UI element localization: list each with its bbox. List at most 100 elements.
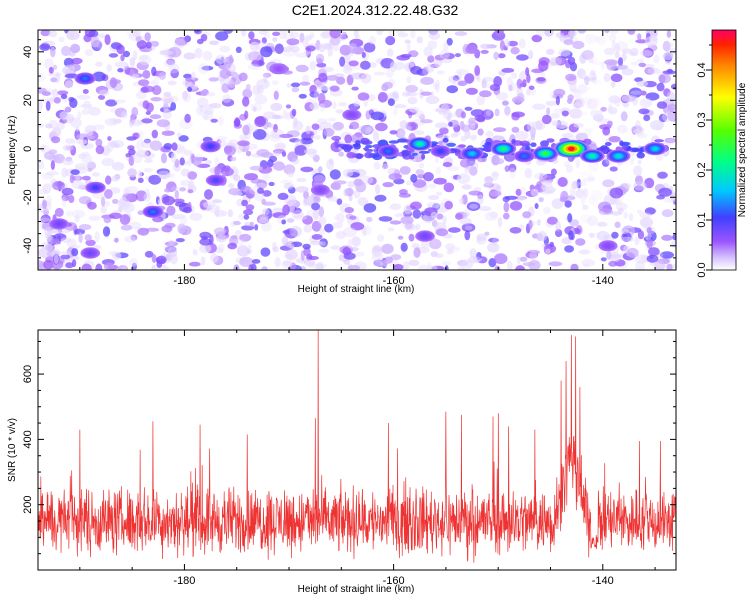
spectrogram-noise-cell bbox=[320, 85, 330, 91]
spectrogram-noise-cell bbox=[614, 97, 621, 107]
spectrogram-noise-cell bbox=[60, 93, 68, 100]
spectrogram-noise-cell bbox=[611, 39, 616, 51]
spectrogram-noise-cell bbox=[78, 232, 83, 244]
spectrogram-noise-cell bbox=[333, 180, 347, 185]
spectrogram-noise-cell bbox=[338, 33, 347, 41]
spectrogram-noise-cell bbox=[535, 119, 546, 131]
spectrogram-peak bbox=[500, 146, 507, 151]
spectrogram-noise-cell bbox=[254, 116, 266, 128]
spectrogram-noise-cell bbox=[208, 77, 219, 82]
spectrogram-noise-cell bbox=[622, 48, 633, 54]
spectrogram-noise-cell bbox=[283, 260, 293, 266]
spectrogram-noise-cell bbox=[95, 263, 103, 270]
spectrogram-noise-cell bbox=[432, 221, 440, 227]
spectrogram-noise-cell bbox=[393, 264, 404, 270]
spectrogram-noise-cell bbox=[480, 49, 489, 54]
spectrogram-noise-cell bbox=[151, 129, 158, 139]
spectrogram-noise-cell bbox=[586, 98, 598, 110]
spectrogram-noise-cell bbox=[149, 140, 163, 151]
spectrogram-noise-cell bbox=[330, 245, 341, 250]
spectrogram-noise-cell bbox=[568, 30, 577, 38]
spectrogram-noise-cell bbox=[559, 196, 568, 203]
spectrogram-noise-cell bbox=[318, 45, 326, 53]
spectrogram-noise-cell bbox=[123, 50, 130, 58]
spectrogram-noise-cell bbox=[39, 43, 51, 51]
spectrogram-x-tick-label: -160 bbox=[383, 275, 405, 287]
snr-frame bbox=[37, 329, 677, 571]
spectrogram-noise-cell bbox=[392, 61, 405, 71]
spectrogram-blob bbox=[56, 222, 62, 226]
spectrogram-noise-cell bbox=[409, 59, 415, 68]
colorbar-tick-label: 0.0 bbox=[696, 262, 708, 277]
spectrogram-noise-cell bbox=[546, 107, 551, 116]
spectrogram-noise-cell bbox=[270, 102, 283, 112]
spectrogram-noise-cell bbox=[256, 84, 264, 95]
spectrogram-noise-cell bbox=[580, 194, 586, 206]
spectrogram-noise-cell bbox=[633, 181, 647, 191]
spectrogram-noise-cell bbox=[408, 107, 420, 113]
spectrogram-noise-cell bbox=[377, 234, 385, 242]
spectrogram-noise-cell bbox=[109, 212, 122, 219]
spectrogram-noise-cell bbox=[426, 265, 438, 270]
spectrogram-noise-cell bbox=[669, 42, 674, 47]
spectrogram-track-cell bbox=[421, 153, 426, 160]
spectrogram-noise-cell bbox=[344, 134, 353, 144]
spectrogram-noise-cell bbox=[405, 121, 419, 131]
spectrogram-noise-cell bbox=[671, 240, 676, 248]
spectrogram-noise-cell bbox=[609, 30, 619, 35]
spectrogram-noise-cell bbox=[290, 82, 301, 88]
spectrogram-noise-cell bbox=[291, 86, 300, 93]
spectrogram-noise-cell bbox=[142, 100, 150, 109]
spectrogram-noise-cell bbox=[396, 30, 404, 34]
spectrogram-noise-cell bbox=[586, 215, 598, 227]
spectrogram-track-cell bbox=[364, 148, 374, 152]
spectrogram-noise-cell bbox=[58, 36, 65, 43]
spectrogram-noise-cell bbox=[434, 54, 446, 61]
spectrogram-noise-cell bbox=[137, 170, 143, 180]
spectrogram-noise-cell bbox=[161, 130, 175, 136]
spectrogram-noise-cell bbox=[308, 256, 319, 260]
spectrogram-noise-cell bbox=[103, 262, 115, 270]
spectrogram-noise-cell bbox=[441, 261, 451, 266]
spectrogram-noise-cell bbox=[463, 208, 469, 219]
spectrogram-noise-cell bbox=[354, 251, 365, 257]
spectrogram-noise-cell bbox=[575, 238, 586, 246]
spectrogram-noise-cell bbox=[536, 181, 542, 189]
spectrogram-noise-cell bbox=[287, 151, 298, 162]
spectrogram-noise-cell bbox=[76, 94, 91, 100]
spectrogram-noise-cell bbox=[321, 263, 328, 268]
spectrogram-noise-cell bbox=[148, 174, 162, 185]
spectrogram-noise-cell bbox=[621, 94, 636, 102]
spectrogram-noise-cell bbox=[74, 214, 80, 223]
spectrogram-noise-cell bbox=[206, 92, 216, 97]
spectrogram-noise-cell bbox=[495, 92, 509, 101]
spectrogram-noise-cell bbox=[555, 95, 561, 106]
spectrogram-noise-cell bbox=[272, 212, 286, 219]
spectrogram-noise-cell bbox=[180, 216, 188, 225]
spectrogram-noise-cell bbox=[480, 82, 492, 89]
spectrogram-noise-cell bbox=[489, 211, 499, 219]
spectrogram-noise-cell bbox=[179, 187, 187, 192]
spectrogram-noise-cell bbox=[405, 180, 412, 186]
spectrogram-noise-cell bbox=[140, 87, 149, 93]
spectrogram-noise-cell bbox=[312, 209, 320, 220]
spectrogram-noise-cell bbox=[119, 214, 131, 225]
spectrogram-noise-cell bbox=[636, 133, 648, 139]
spectrogram-noise-cell bbox=[249, 221, 254, 227]
spectrogram-noise-cell bbox=[372, 261, 384, 267]
spectrogram-noise-cell bbox=[257, 187, 264, 194]
spectrogram-noise-cell bbox=[570, 263, 579, 270]
spectrogram-noise-cell bbox=[84, 49, 94, 57]
spectrogram-noise-cell bbox=[311, 220, 322, 232]
spectrogram-noise-cell bbox=[621, 51, 627, 62]
spectrogram-noise-cell bbox=[588, 56, 594, 64]
spectrogram-noise-cell bbox=[609, 166, 618, 172]
spectrogram-noise-cell bbox=[523, 124, 532, 132]
spectrogram-noise-cell bbox=[457, 173, 471, 184]
spectrogram-noise-cell bbox=[159, 258, 166, 264]
spectrogram-noise-cell bbox=[646, 254, 659, 263]
spectrogram-noise-cell bbox=[65, 210, 73, 217]
spectrogram-noise-cell bbox=[482, 76, 494, 82]
spectrogram-noise-cell bbox=[45, 123, 53, 129]
